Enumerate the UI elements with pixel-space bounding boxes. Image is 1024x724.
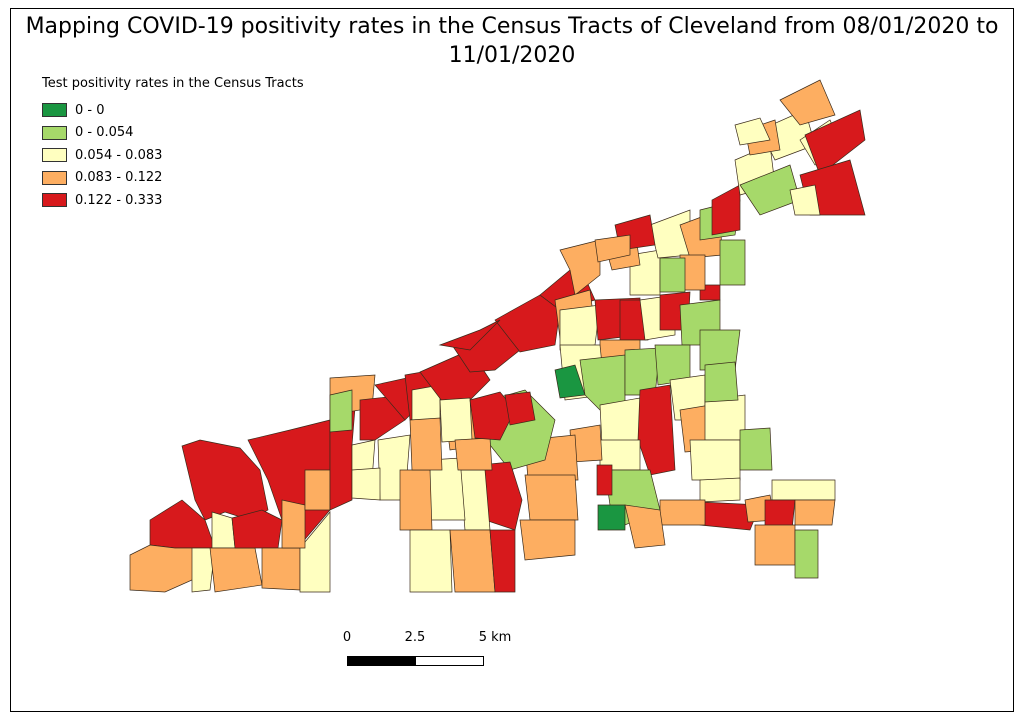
census-tracts — [129, 79, 866, 593]
legend-item: 0.054 - 0.083 — [42, 144, 304, 167]
legend-swatch-4 — [42, 170, 67, 185]
census-tract — [129, 544, 201, 593]
census-tract — [459, 469, 491, 531]
census-tract — [689, 439, 741, 481]
census-tract — [281, 499, 306, 549]
census-tract — [454, 437, 493, 471]
census-tract — [489, 529, 516, 593]
census-tract — [261, 547, 301, 591]
census-tract — [439, 397, 473, 443]
map-title-line-2: 11/01/2020 — [448, 43, 576, 68]
census-tract — [659, 499, 706, 526]
legend-label: 0 - 0 — [75, 102, 105, 118]
census-tract — [771, 479, 836, 501]
census-tract — [754, 524, 796, 566]
census-tract — [559, 304, 601, 351]
census-tract — [794, 499, 836, 526]
legend-label: 0.054 - 0.083 — [75, 147, 163, 163]
census-tract — [596, 464, 613, 496]
census-tract — [247, 419, 331, 546]
scale-label-0: 0 — [342, 630, 352, 645]
map-title: Mapping COVID-19 positivity rates in the… — [10, 12, 1014, 70]
census-tract — [599, 397, 641, 446]
census-tract — [699, 477, 741, 503]
census-tract — [409, 417, 443, 471]
scale-label-2-5: 2.5 — [404, 630, 426, 645]
census-tract — [399, 469, 433, 531]
census-tract — [659, 257, 686, 293]
census-tract — [504, 391, 536, 426]
census-tract — [438, 319, 501, 351]
census-tract — [704, 361, 739, 403]
legend-label: 0.122 - 0.333 — [75, 192, 163, 208]
census-tract — [329, 389, 353, 433]
census-tract — [789, 184, 821, 216]
census-tract — [211, 511, 236, 549]
census-tract — [231, 509, 283, 549]
scale-segment-white — [415, 656, 484, 666]
census-tract — [711, 184, 741, 236]
census-tract — [519, 519, 576, 561]
legend-item: 0 - 0.054 — [42, 122, 304, 145]
census-tract — [739, 427, 773, 471]
census-tract — [494, 294, 561, 353]
census-tract — [299, 511, 331, 593]
census-tract — [594, 234, 631, 263]
census-tract — [209, 547, 263, 593]
census-tract — [559, 239, 601, 296]
legend-swatch-1 — [42, 103, 67, 118]
legend-label: 0.083 - 0.122 — [75, 170, 163, 186]
legend-item: 0 - 0 — [42, 99, 304, 122]
census-tract — [719, 239, 746, 286]
legend-swatch-2 — [42, 125, 67, 140]
census-tract — [469, 391, 516, 441]
legend: Test positivity rates in the Census Trac… — [42, 76, 304, 212]
census-tract — [449, 529, 496, 593]
legend-swatch-3 — [42, 148, 67, 163]
map-title-line-1: Mapping COVID-19 positivity rates in the… — [25, 14, 999, 39]
census-tract — [734, 117, 771, 146]
census-tract — [637, 384, 676, 476]
census-tract — [624, 504, 666, 549]
census-tract — [191, 547, 216, 593]
census-tract — [794, 529, 819, 579]
legend-label: 0 - 0.054 — [75, 125, 134, 141]
census-tract — [524, 474, 579, 521]
scale-label-5-km: 5 km — [478, 630, 512, 645]
legend-item: 0.122 - 0.333 — [42, 189, 304, 212]
scale-segment-black — [347, 656, 416, 666]
legend-title: Test positivity rates in the Census Trac… — [42, 76, 304, 91]
census-tract — [597, 504, 626, 531]
legend-swatch-5 — [42, 193, 67, 208]
census-tract — [304, 469, 331, 511]
census-tract — [351, 467, 381, 501]
census-tract — [804, 109, 866, 176]
census-tract — [409, 529, 453, 593]
legend-item: 0.083 - 0.122 — [42, 167, 304, 190]
census-tract — [779, 79, 836, 126]
